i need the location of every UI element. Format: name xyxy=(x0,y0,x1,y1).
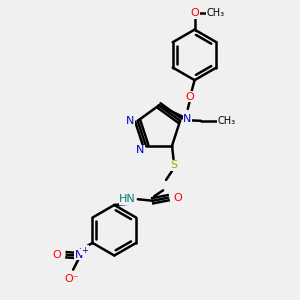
Text: N: N xyxy=(126,116,134,126)
Text: +: + xyxy=(82,246,88,255)
Text: N: N xyxy=(136,145,144,155)
Text: S: S xyxy=(170,160,177,170)
Text: O: O xyxy=(174,193,182,203)
Text: HN: HN xyxy=(119,194,136,204)
Text: CH₃: CH₃ xyxy=(217,116,235,126)
Text: CH₃: CH₃ xyxy=(206,8,224,18)
Text: O⁻: O⁻ xyxy=(64,274,79,284)
Text: O: O xyxy=(190,8,199,18)
Text: O: O xyxy=(186,92,194,101)
Text: N: N xyxy=(183,114,192,124)
Text: O: O xyxy=(52,250,61,260)
Text: N: N xyxy=(75,250,83,260)
